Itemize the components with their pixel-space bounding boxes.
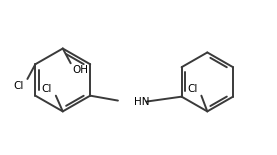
Text: Cl: Cl [187, 84, 198, 94]
Text: Cl: Cl [42, 84, 52, 94]
Text: HN: HN [134, 97, 149, 106]
Text: OH: OH [73, 65, 89, 75]
Text: Cl: Cl [13, 81, 24, 91]
